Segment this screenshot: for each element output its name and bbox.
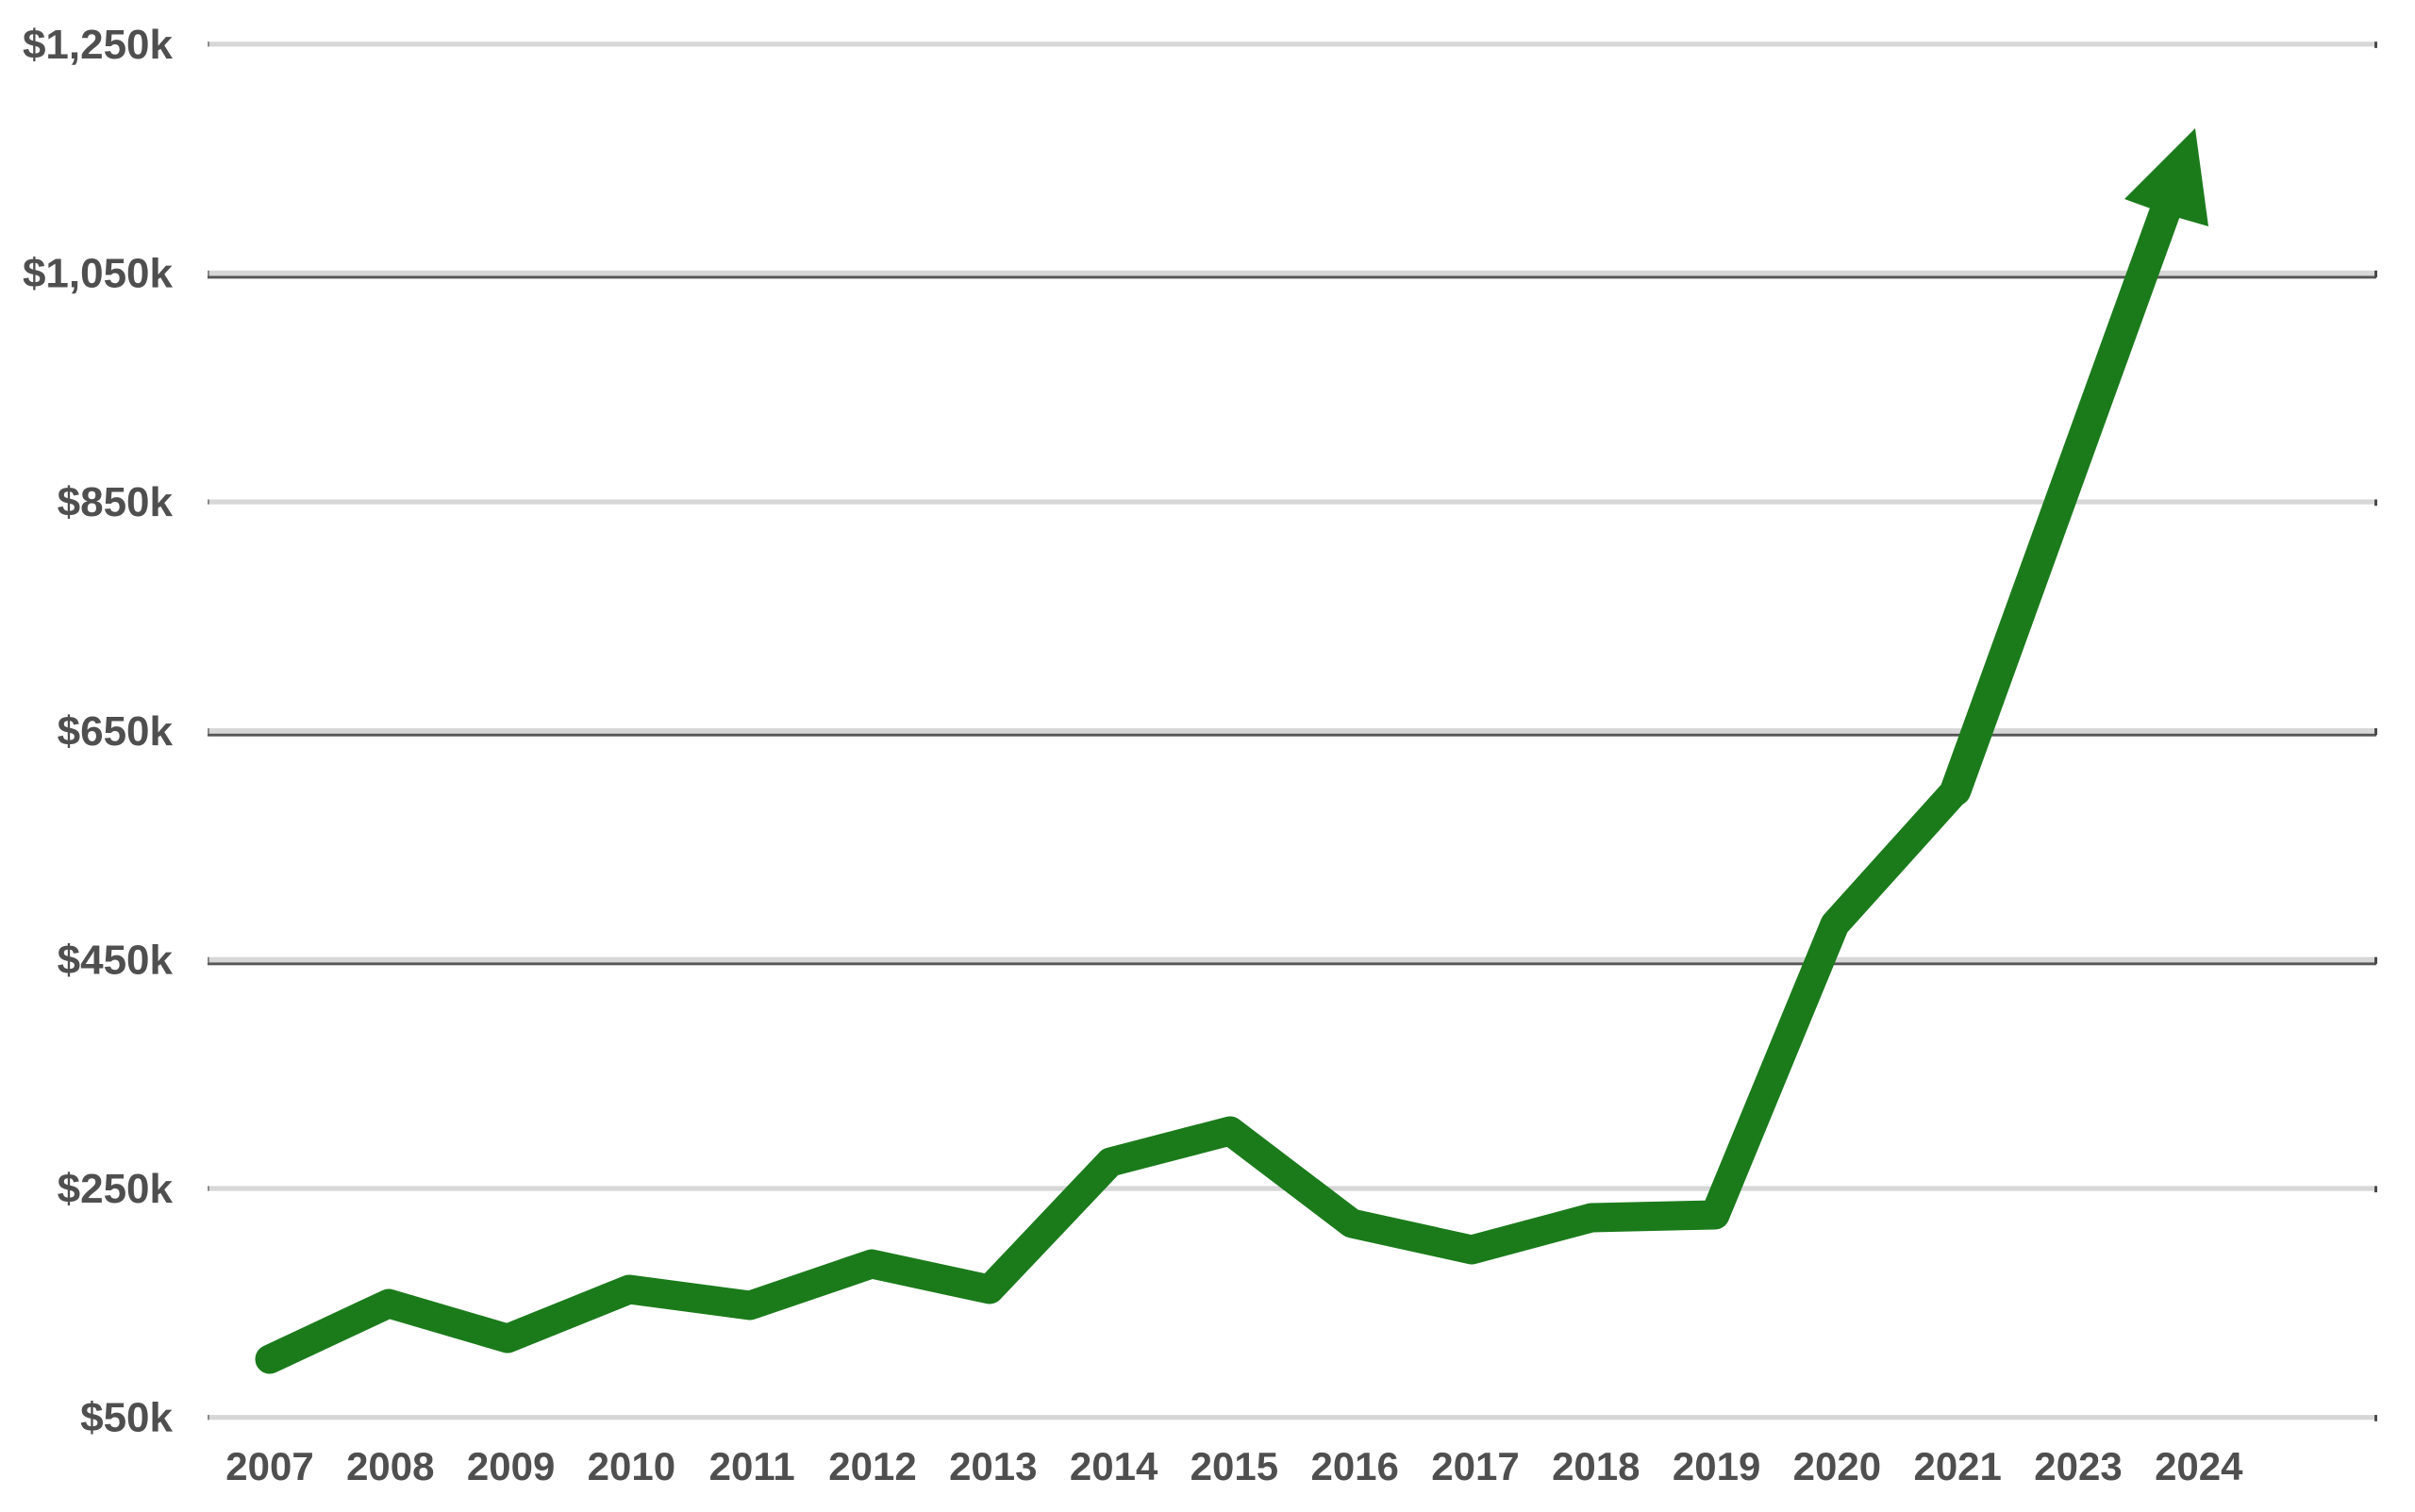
svg-text:$650k: $650k (58, 708, 174, 755)
svg-text:2020: 2020 (1793, 1444, 1881, 1488)
svg-text:2013: 2013 (949, 1444, 1037, 1488)
svg-text:2017: 2017 (1431, 1444, 1519, 1488)
svg-text:2019: 2019 (1673, 1444, 1760, 1488)
svg-text:$250k: $250k (58, 1166, 174, 1212)
svg-text:2024: 2024 (2155, 1444, 2243, 1488)
svg-text:2009: 2009 (467, 1444, 555, 1488)
svg-text:2018: 2018 (1552, 1444, 1640, 1488)
svg-text:2010: 2010 (588, 1444, 675, 1488)
svg-text:2007: 2007 (225, 1444, 313, 1488)
svg-text:$1,250k: $1,250k (23, 22, 174, 68)
svg-text:2023: 2023 (2034, 1444, 2122, 1488)
svg-text:$1,050k: $1,050k (23, 251, 174, 297)
svg-text:2015: 2015 (1191, 1444, 1278, 1488)
svg-text:2016: 2016 (1310, 1444, 1398, 1488)
svg-text:$450k: $450k (58, 937, 174, 983)
svg-text:2014: 2014 (1070, 1444, 1158, 1488)
svg-text:2008: 2008 (346, 1444, 434, 1488)
svg-text:$50k: $50k (80, 1395, 173, 1441)
svg-text:2012: 2012 (828, 1444, 916, 1488)
svg-text:2011: 2011 (709, 1444, 795, 1488)
svg-text:2021: 2021 (1913, 1444, 2001, 1488)
svg-text:$850k: $850k (58, 479, 174, 525)
